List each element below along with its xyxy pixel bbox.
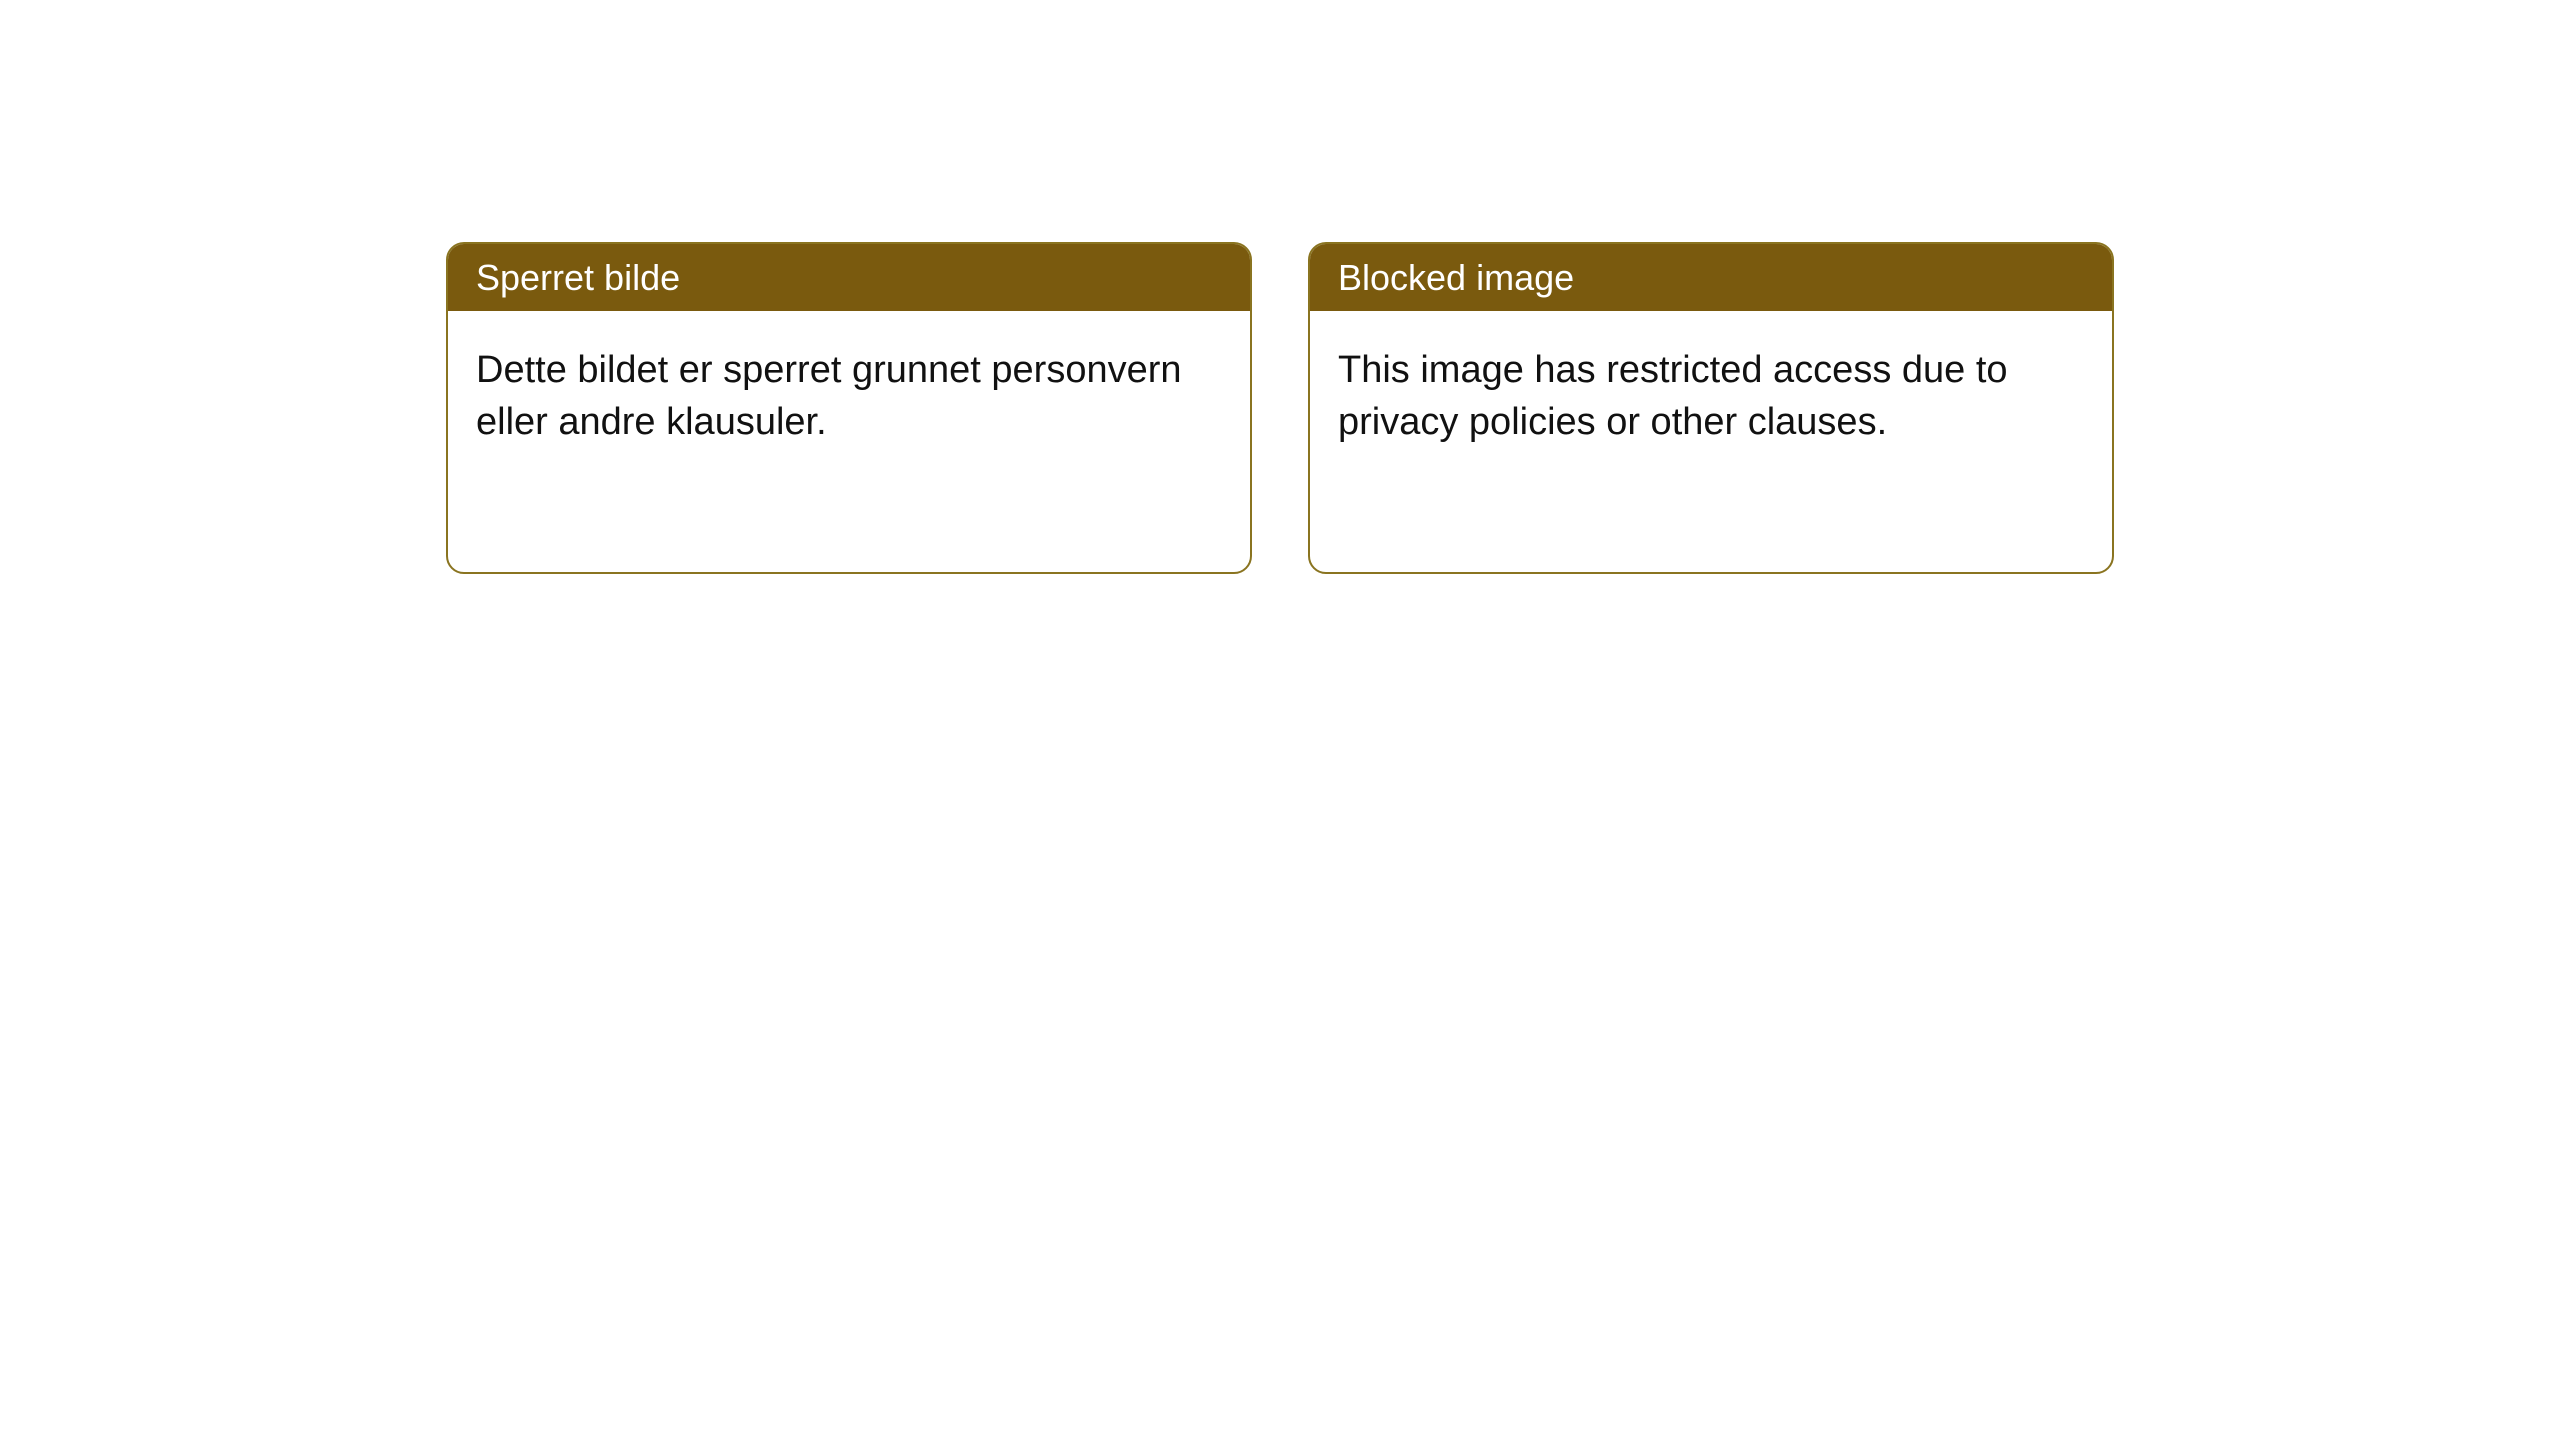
notice-body-no: Dette bildet er sperret grunnet personve… [448,311,1250,476]
notice-card-no: Sperret bilde Dette bildet er sperret gr… [446,242,1252,574]
notice-container: Sperret bilde Dette bildet er sperret gr… [446,242,2114,574]
notice-card-en: Blocked image This image has restricted … [1308,242,2114,574]
notice-body-en: This image has restricted access due to … [1310,311,2112,476]
notice-title-no: Sperret bilde [448,244,1250,311]
notice-title-en: Blocked image [1310,244,2112,311]
